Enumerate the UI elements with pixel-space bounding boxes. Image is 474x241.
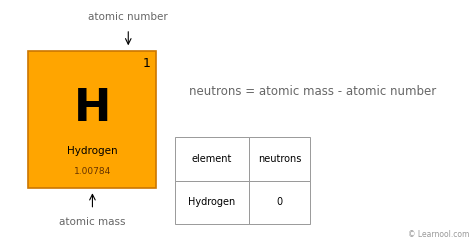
Text: 1: 1: [143, 57, 151, 70]
Text: 1.00784: 1.00784: [74, 167, 111, 176]
Text: © Learnool.com: © Learnool.com: [408, 230, 469, 239]
Text: H: H: [74, 87, 111, 130]
Text: element: element: [192, 154, 232, 164]
Bar: [175, 181, 249, 224]
Text: 0: 0: [277, 197, 283, 208]
Text: neutrons = atomic mass - atomic number: neutrons = atomic mass - atomic number: [189, 85, 437, 98]
Text: Hydrogen: Hydrogen: [67, 146, 118, 156]
Bar: [28, 51, 156, 188]
Text: atomic number: atomic number: [88, 12, 168, 22]
Text: Hydrogen: Hydrogen: [189, 197, 236, 208]
Text: neutrons: neutrons: [258, 154, 301, 164]
Bar: [249, 181, 310, 224]
Text: atomic mass: atomic mass: [59, 217, 126, 227]
Bar: [249, 137, 310, 181]
Bar: [175, 137, 249, 181]
